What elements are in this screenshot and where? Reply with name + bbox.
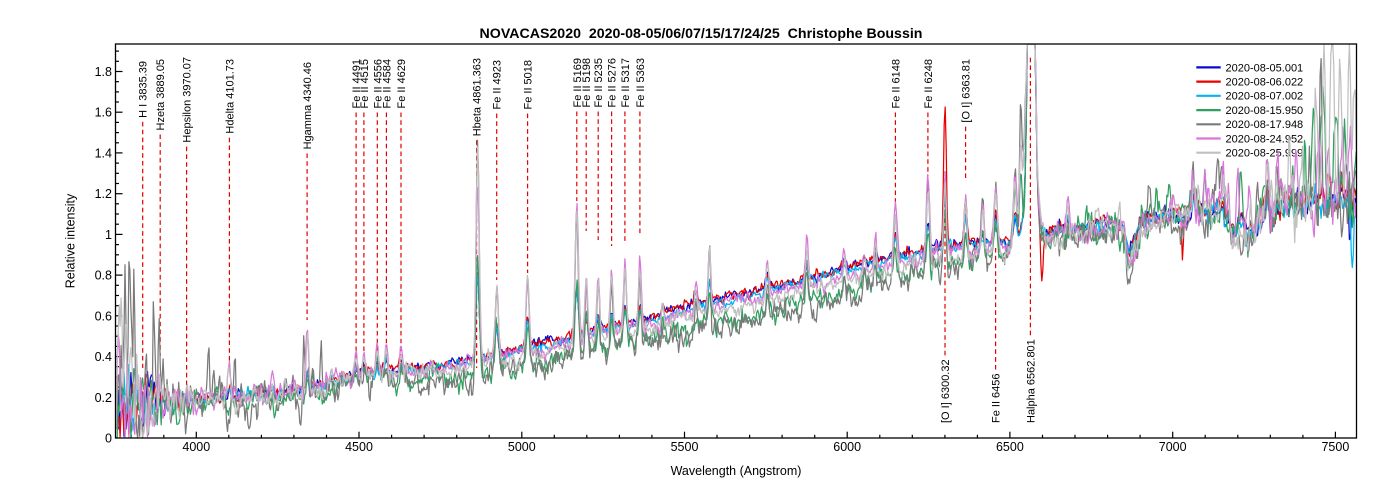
svg-text:Fe II 4584: Fe II 4584: [381, 59, 393, 109]
svg-text:Fe II 4491: Fe II 4491: [351, 59, 363, 109]
svg-text:Fe II 5169: Fe II 5169: [572, 58, 584, 108]
svg-text:0.8: 0.8: [95, 269, 112, 283]
svg-text:[O I] 6300.32: [O I] 6300.32: [940, 359, 952, 423]
svg-text:Fe II 5198: Fe II 5198: [581, 58, 593, 108]
svg-text:1.8: 1.8: [95, 65, 112, 79]
svg-text:Fe II 4556: Fe II 4556: [372, 59, 384, 109]
svg-text:NOVACAS2020 2020-08-05/06/07/: NOVACAS2020 2020-08-05/06/07/15/17/24/25…: [480, 26, 923, 42]
svg-text:5500: 5500: [671, 440, 699, 454]
svg-text:[O I] 6363.81: [O I] 6363.81: [961, 59, 973, 123]
svg-text:2020-08-17.948: 2020-08-17.948: [1226, 119, 1304, 131]
svg-text:1: 1: [105, 228, 112, 242]
svg-text:Fe II 6248: Fe II 6248: [923, 59, 935, 109]
svg-text:H I 3835.39: H I 3835.39: [138, 61, 150, 118]
svg-text:Fe II 5235: Fe II 5235: [593, 58, 605, 108]
svg-text:7000: 7000: [1159, 440, 1187, 454]
svg-text:0.2: 0.2: [95, 391, 112, 405]
svg-text:6000: 6000: [833, 440, 861, 454]
svg-text:2020-08-06.022: 2020-08-06.022: [1226, 77, 1304, 89]
svg-text:0.4: 0.4: [95, 350, 112, 364]
svg-text:7500: 7500: [1321, 440, 1349, 454]
svg-text:2020-08-07.002: 2020-08-07.002: [1226, 91, 1304, 103]
svg-text:Hepsilon 3970.07: Hepsilon 3970.07: [182, 57, 194, 143]
svg-text:2020-08-25.999: 2020-08-25.999: [1226, 148, 1304, 160]
svg-text:Fe II 6456: Fe II 6456: [991, 373, 1003, 423]
svg-text:Fe II 6148: Fe II 6148: [890, 59, 902, 109]
svg-text:2020-08-05.001: 2020-08-05.001: [1226, 62, 1304, 74]
svg-text:0.6: 0.6: [95, 309, 112, 323]
svg-text:4500: 4500: [345, 440, 373, 454]
svg-text:Fe II 4515: Fe II 4515: [359, 59, 371, 109]
svg-text:1.2: 1.2: [95, 187, 112, 201]
svg-text:2020-08-15.950: 2020-08-15.950: [1226, 105, 1304, 117]
svg-text:Fe II 5018: Fe II 5018: [523, 60, 535, 110]
svg-text:1.4: 1.4: [95, 146, 112, 160]
svg-text:Hdelta 4101.73: Hdelta 4101.73: [224, 59, 236, 134]
svg-text:Hbeta 4861.363: Hbeta 4861.363: [472, 58, 484, 136]
svg-text:Halpha 6562.801: Halpha 6562.801: [1025, 339, 1037, 423]
svg-text:Fe II 5276: Fe II 5276: [607, 58, 619, 108]
svg-text:Fe II 4629: Fe II 4629: [396, 59, 408, 109]
svg-text:6500: 6500: [996, 440, 1024, 454]
svg-text:Wavelength (Angstrom): Wavelength (Angstrom): [671, 464, 802, 478]
svg-text:Hgamma 4340.46: Hgamma 4340.46: [302, 62, 314, 149]
svg-text:4000: 4000: [182, 440, 210, 454]
svg-text:Fe II 4923: Fe II 4923: [492, 60, 504, 110]
svg-text:Hzeta 3889.05: Hzeta 3889.05: [155, 59, 167, 131]
svg-text:Relative intensity: Relative intensity: [64, 193, 78, 288]
svg-text:2020-08-24.952: 2020-08-24.952: [1226, 133, 1304, 145]
svg-text:1.6: 1.6: [95, 106, 112, 120]
svg-text:0: 0: [105, 432, 112, 446]
svg-text:5000: 5000: [508, 440, 536, 454]
svg-text:Fe II 5317: Fe II 5317: [620, 58, 632, 108]
svg-text:Fe II 5363: Fe II 5363: [635, 58, 647, 108]
